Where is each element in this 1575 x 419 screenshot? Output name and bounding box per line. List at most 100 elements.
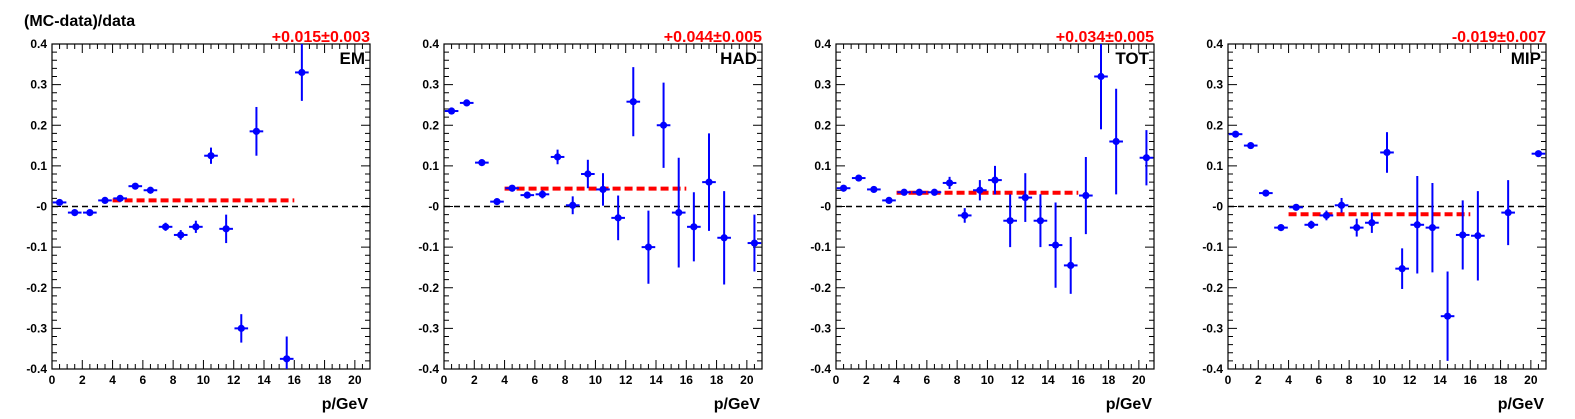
x-tick-label: 0 — [49, 373, 56, 387]
y-axis-title: (MC-data)/data — [24, 13, 135, 30]
data-point — [1501, 180, 1515, 246]
data-point — [173, 230, 188, 240]
x-tick-label: 12 — [1403, 373, 1417, 387]
x-tick-label: 10 — [1373, 373, 1387, 387]
y-tick-label: -0.1 — [26, 240, 47, 254]
y-tick-label: -0.3 — [418, 321, 439, 335]
data-point — [295, 44, 309, 101]
data-marker — [915, 188, 923, 196]
data-marker — [675, 208, 683, 217]
data-point — [459, 99, 474, 107]
data-marker — [976, 186, 984, 194]
data-point — [143, 186, 158, 194]
data-marker — [237, 324, 245, 332]
data-marker — [1292, 203, 1300, 211]
y-tick-label: -0.2 — [26, 281, 47, 295]
data-point — [1531, 150, 1546, 158]
data-point — [83, 208, 97, 217]
data-point — [1440, 271, 1455, 361]
y-tick-label: 0.4 — [422, 37, 439, 51]
data-marker — [553, 153, 562, 161]
data-point — [942, 176, 957, 190]
data-point — [1304, 220, 1319, 229]
x-axis-title: p/GeV — [714, 396, 761, 413]
x-tick-label: 2 — [1255, 373, 1262, 387]
y-tick-label: 0.1 — [814, 159, 831, 173]
data-point — [98, 196, 112, 205]
data-point — [882, 196, 896, 205]
data-point — [957, 208, 972, 223]
data-marker — [855, 174, 863, 182]
data-point — [1334, 197, 1349, 213]
y-tick-label: 0.3 — [1206, 78, 1223, 92]
y-tick-label: 0.4 — [814, 37, 831, 51]
data-marker — [1051, 241, 1060, 249]
data-marker — [599, 185, 607, 194]
data-point — [1425, 182, 1440, 273]
y-tick-label: -0.4 — [26, 362, 47, 376]
data-point — [687, 192, 701, 262]
data-point — [581, 159, 595, 189]
y-tick-label: -0.2 — [1202, 281, 1223, 295]
data-point — [219, 214, 233, 244]
y-tick-label: -0 — [428, 200, 439, 214]
x-tick-label: 14 — [1433, 373, 1447, 387]
x-tick-label: 4 — [109, 373, 116, 387]
data-point — [1243, 141, 1258, 150]
x-tick-label: 8 — [562, 373, 569, 387]
y-tick-label: -0 — [820, 200, 831, 214]
y-tick-label: 0.1 — [422, 159, 439, 173]
y-tick-label: -0.2 — [418, 281, 439, 295]
x-tick-label: 18 — [710, 373, 724, 387]
x-tick-label: 18 — [1102, 373, 1116, 387]
data-marker — [1067, 261, 1075, 270]
data-point — [505, 184, 519, 192]
data-point — [1274, 224, 1288, 232]
x-tick-label: 2 — [471, 373, 478, 387]
panel-label: MIP — [1511, 49, 1541, 68]
data-point — [67, 208, 82, 217]
data-marker — [1428, 224, 1437, 232]
y-tick-label: 0.1 — [1206, 159, 1223, 173]
data-marker — [1534, 150, 1543, 158]
x-tick-label: 0 — [1225, 373, 1232, 387]
data-point — [1048, 202, 1063, 288]
x-tick-label: 2 — [863, 373, 870, 387]
x-tick-label: 18 — [1494, 373, 1508, 387]
x-tick-label: 6 — [140, 373, 147, 387]
data-point — [1228, 130, 1243, 138]
data-marker — [991, 176, 999, 184]
data-marker — [116, 194, 124, 202]
data-point — [851, 174, 866, 182]
data-point — [444, 107, 459, 115]
data-marker — [885, 196, 893, 205]
panel-label: EM — [340, 49, 366, 68]
y-tick-label: 0.3 — [814, 78, 831, 92]
x-tick-label: 4 — [501, 373, 508, 387]
data-marker — [629, 98, 637, 106]
data-marker — [644, 243, 653, 251]
x-tick-label: 14 — [1041, 373, 1055, 387]
y-tick-label: 0.3 — [422, 78, 439, 92]
data-marker — [55, 198, 64, 207]
data-point — [475, 159, 489, 167]
x-tick-label: 16 — [1464, 373, 1478, 387]
data-marker — [1262, 189, 1270, 197]
data-marker — [1383, 148, 1391, 157]
data-point — [490, 198, 504, 206]
x-axis-title: p/GeV — [322, 396, 369, 413]
data-marker — [1443, 312, 1452, 320]
y-tick-label: 0.2 — [422, 118, 439, 132]
data-marker — [1413, 221, 1421, 229]
fit-result-label: +0.044±0.005 — [664, 29, 762, 46]
x-tick-label: 6 — [1316, 373, 1323, 387]
x-axis-title: p/GeV — [1498, 396, 1545, 413]
x-tick-label: 20 — [1524, 373, 1538, 387]
data-point — [1079, 156, 1093, 235]
data-point — [1109, 88, 1123, 195]
y-tick-label: -0.1 — [810, 240, 831, 254]
x-tick-label: 20 — [1132, 373, 1146, 387]
y-tick-label: -0.3 — [1202, 321, 1223, 335]
y-tick-label: -0 — [1212, 200, 1223, 214]
